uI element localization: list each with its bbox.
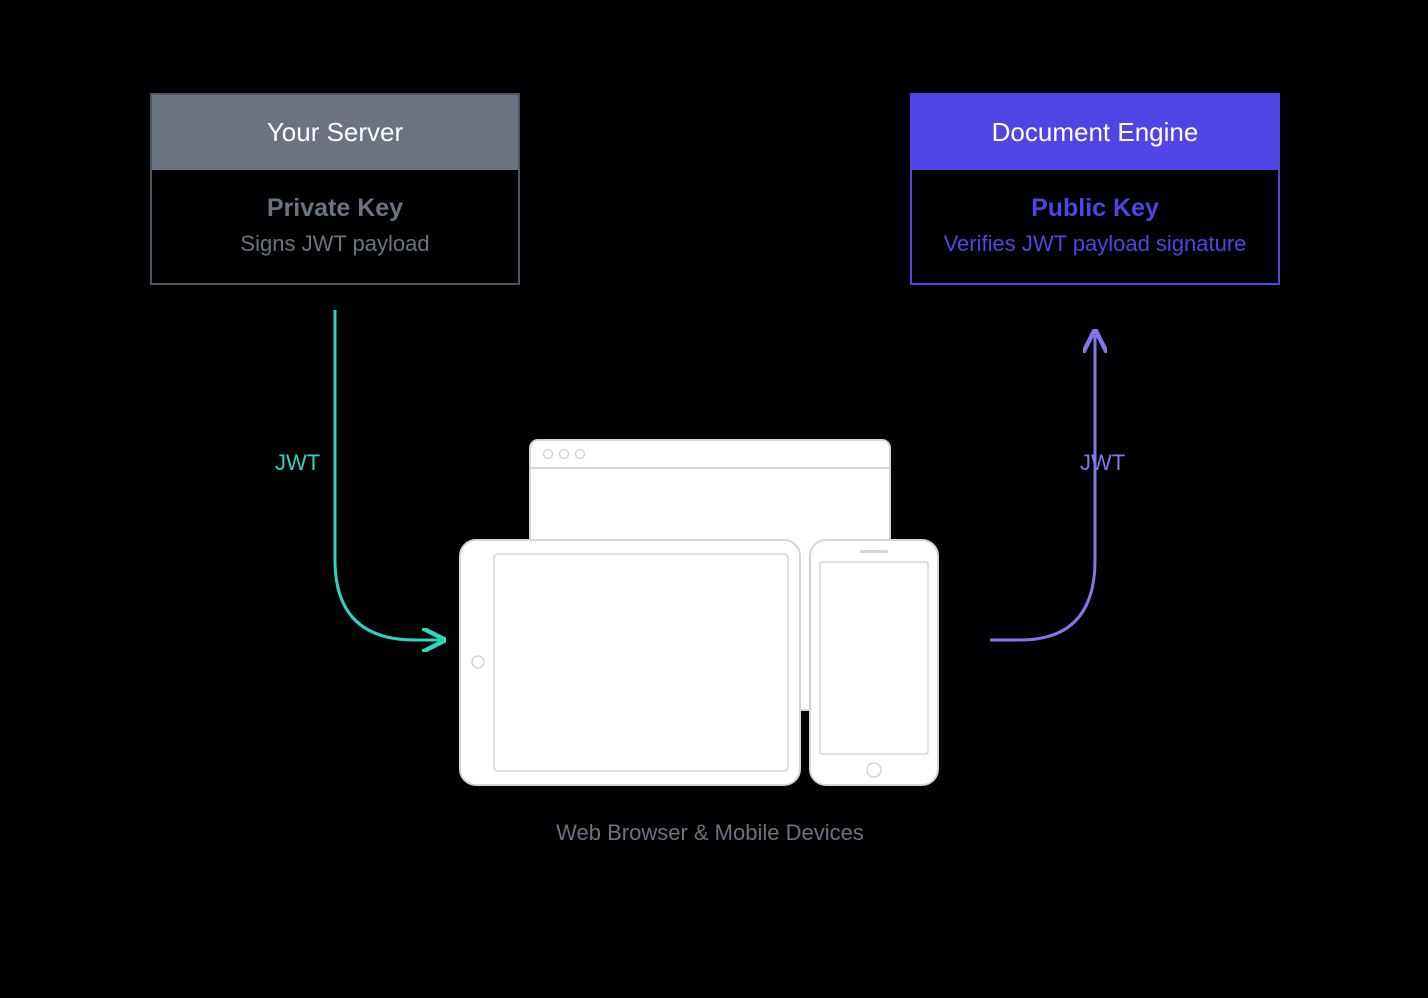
document-engine-header: Document Engine	[912, 95, 1278, 170]
document-engine-box: Document Engine Public Key Verifies JWT …	[910, 93, 1280, 285]
tablet-icon	[460, 540, 800, 785]
public-key-desc: Verifies JWT payload signature	[932, 229, 1258, 259]
jwt-arrow-left	[335, 310, 440, 640]
server-box-header: Your Server	[152, 95, 518, 170]
private-key-label: Private Key	[172, 194, 498, 223]
devices-caption: Web Browser & Mobile Devices	[450, 820, 970, 846]
server-box-body: Private Key Signs JWT payload	[152, 170, 518, 283]
jwt-label-right: JWT	[1080, 450, 1125, 476]
document-engine-title: Document Engine	[992, 117, 1199, 147]
public-key-label: Public Key	[932, 194, 1258, 223]
jwt-flow-diagram: Your Server Private Key Signs JWT payloa…	[0, 0, 1428, 998]
server-title: Your Server	[267, 117, 403, 147]
document-engine-body: Public Key Verifies JWT payload signatur…	[912, 170, 1278, 283]
jwt-arrow-right	[990, 335, 1095, 640]
devices-icon	[450, 430, 970, 790]
phone-icon	[810, 540, 938, 785]
server-box: Your Server Private Key Signs JWT payloa…	[150, 93, 520, 285]
private-key-desc: Signs JWT payload	[172, 229, 498, 259]
jwt-label-left: JWT	[275, 450, 320, 476]
